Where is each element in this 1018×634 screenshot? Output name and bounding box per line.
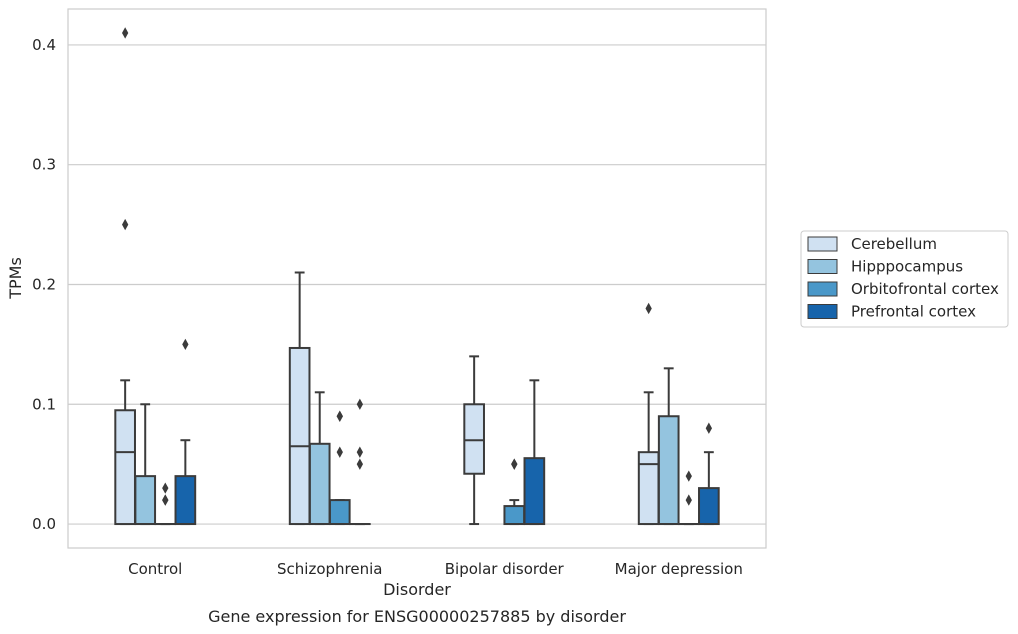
legend-swatch: [807, 259, 838, 274]
outlier-point: [356, 446, 364, 458]
box-0-1: [134, 403, 157, 526]
box-iqr: [174, 475, 197, 526]
chart-caption: Gene expression for ENSG00000257885 by d…: [208, 607, 626, 626]
outlier-point: [182, 338, 189, 351]
box-iqr: [463, 403, 485, 475]
box-3-1: [657, 367, 680, 526]
plot-area-frame: [67, 8, 767, 549]
legend-swatch: [807, 281, 838, 297]
legend-swatch: [807, 304, 838, 319]
y-axis-title: TPMs: [6, 257, 25, 300]
x-tick-label: Bipolar disorder: [445, 560, 565, 578]
box-iqr: [134, 475, 157, 526]
x-axis-title: Disorder: [383, 580, 451, 599]
outlier-points: [121, 27, 713, 506]
outlier-point: [685, 470, 692, 482]
box-3-0: [637, 391, 660, 526]
box-0-3: [174, 439, 197, 526]
outlier-point: [121, 218, 129, 231]
x-tick-label: Schizophrenia: [277, 560, 382, 578]
legend-label: Orbitofrontal cortex: [851, 280, 999, 298]
box-iqr: [523, 457, 546, 526]
box-1-2: [328, 499, 351, 526]
y-tick-label: 0.1: [32, 395, 56, 413]
box-2-2: [503, 499, 526, 526]
box-iqr: [637, 451, 660, 526]
outlier-point: [336, 410, 343, 422]
y-tick-label: 0.2: [32, 275, 56, 293]
box-iqr: [698, 487, 720, 526]
outlier-point: [685, 494, 692, 506]
legend-swatch: [807, 236, 838, 252]
boxes: [114, 271, 720, 526]
outlier-point: [162, 494, 169, 506]
y-tick-labels: 0.0 0.1 0.2 0.3 0.4: [32, 36, 56, 533]
box-2-3: [523, 379, 546, 526]
outlier-point: [511, 458, 518, 470]
x-tick-labels: Control Schizophrenia Bipolar disorder Majo…: [128, 560, 743, 578]
box-1-0: [288, 271, 311, 526]
outlier-point: [645, 302, 652, 315]
outlier-point: [356, 458, 364, 470]
box-iqr: [328, 499, 351, 526]
legend-label: Cerebellum: [851, 235, 937, 253]
box-3-3: [698, 451, 720, 526]
outlier-point: [162, 482, 169, 494]
box-iqr: [657, 415, 680, 526]
box-iqr: [308, 442, 331, 526]
legend-label: Prefrontal cortex: [851, 303, 976, 321]
x-tick-label: Major depression: [615, 560, 743, 578]
outlier-point: [121, 27, 129, 39]
legend-label: Hipppocampus: [851, 258, 963, 276]
box-iqr: [288, 346, 311, 526]
legend-frame: [800, 230, 1009, 328]
y-tick-label: 0.4: [32, 36, 56, 54]
box-iqr: [114, 409, 136, 526]
x-tick-label: Control: [128, 560, 182, 578]
outlier-point: [336, 446, 343, 458]
box-iqr: [503, 505, 526, 526]
outlier-point: [356, 398, 364, 410]
legend: Cerebellum Hipppocampus Orbitofrontal cort…: [800, 230, 1009, 328]
box-1-1: [308, 391, 331, 526]
box-0-0: [114, 379, 136, 526]
y-tick-label: 0.3: [32, 156, 56, 174]
outlier-point: [705, 422, 713, 434]
y-tick-label: 0.0: [32, 515, 56, 533]
box-2-0: [463, 355, 485, 526]
